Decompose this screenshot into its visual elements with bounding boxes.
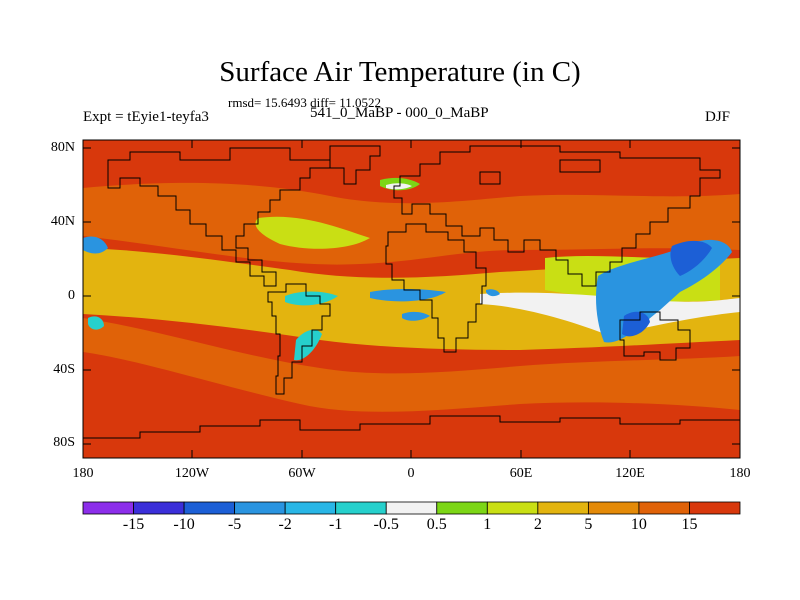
colorbar-swatch	[436, 501, 488, 515]
lon-label: 0	[407, 466, 415, 481]
core-west-pacific	[670, 240, 712, 276]
coast-antarctica	[83, 415, 740, 439]
coast-south-america	[267, 283, 331, 395]
colorbar-label: -10	[173, 516, 195, 533]
colorbar-swatch	[234, 501, 286, 515]
coast-arctic-islands	[479, 159, 601, 185]
pool-east-pacific	[285, 291, 338, 306]
lat-label: 80N	[50, 140, 75, 155]
colorbar-swatch	[335, 501, 387, 515]
core-pacific-south	[622, 311, 650, 337]
coast-eurasia	[393, 145, 721, 287]
coast-greenland	[329, 145, 381, 185]
colorbar-swatch	[689, 501, 741, 515]
pool-africa-east	[486, 289, 500, 297]
colorbar-swatch	[537, 501, 589, 515]
band-south-warm	[83, 318, 740, 412]
colorbar-label: 5	[584, 516, 593, 533]
colorbar	[82, 501, 741, 515]
pool-central-atlantic	[370, 289, 446, 302]
patch-light-north	[255, 216, 370, 249]
pool-south-america	[294, 329, 322, 361]
lon-label: 120W	[174, 466, 210, 481]
colorbar-label: 2	[533, 516, 542, 533]
experiment-label: Expt = tEyie1-teyfa3	[83, 109, 209, 125]
pool-date-line-north	[83, 236, 108, 254]
coastline-outlines	[83, 145, 740, 439]
pool-date-line-south	[88, 316, 104, 330]
lon-label: 180	[729, 466, 751, 481]
lon-label: 60E	[509, 466, 533, 481]
lat-label: 40S	[53, 362, 75, 377]
stats-text: rmsd= 15.6493 diff= 11.0522	[228, 95, 381, 110]
colorbar-swatch	[486, 501, 539, 515]
lon-label: 180	[72, 466, 94, 481]
lat-label: 40N	[50, 214, 75, 229]
colorbar-swatch	[385, 501, 438, 515]
lat-label: 0	[68, 288, 75, 303]
lon-label: 60W	[288, 466, 316, 481]
lon-label: 120E	[615, 466, 645, 481]
colorbar-label: -1	[329, 516, 343, 533]
season-label: DJF	[705, 109, 731, 125]
colorbar-label: -2	[278, 516, 292, 533]
colorbar-label: -0.5	[373, 516, 399, 533]
map-title: Surface Air Temperature (in C)	[219, 56, 581, 88]
colorbar-label: 1	[483, 516, 492, 533]
colorbar-swatch	[82, 501, 134, 515]
pool-indian-ocean	[402, 311, 430, 321]
coast-africa	[385, 223, 487, 353]
axis-ticks	[82, 140, 741, 458]
colorbar-swatch	[638, 501, 690, 515]
lat-label: 80S	[53, 435, 75, 450]
colorbar-label: 10	[630, 516, 647, 533]
colorbar-label: -5	[227, 516, 242, 533]
temperature-field	[83, 140, 740, 458]
colorbar-swatch	[587, 501, 640, 515]
colorbar-label: 0.5	[426, 516, 447, 533]
colorbar-label: -15	[122, 516, 145, 533]
coast-north-america	[107, 147, 331, 287]
coast-australia	[619, 311, 691, 361]
colorbar-label: 15	[681, 516, 698, 533]
period-subtitle: 541_0_MaBP - 000_0_MaBP	[310, 105, 489, 121]
colorbar-swatch	[133, 501, 185, 515]
colorbar-swatch	[183, 501, 236, 515]
colorbar-swatch	[284, 501, 337, 515]
